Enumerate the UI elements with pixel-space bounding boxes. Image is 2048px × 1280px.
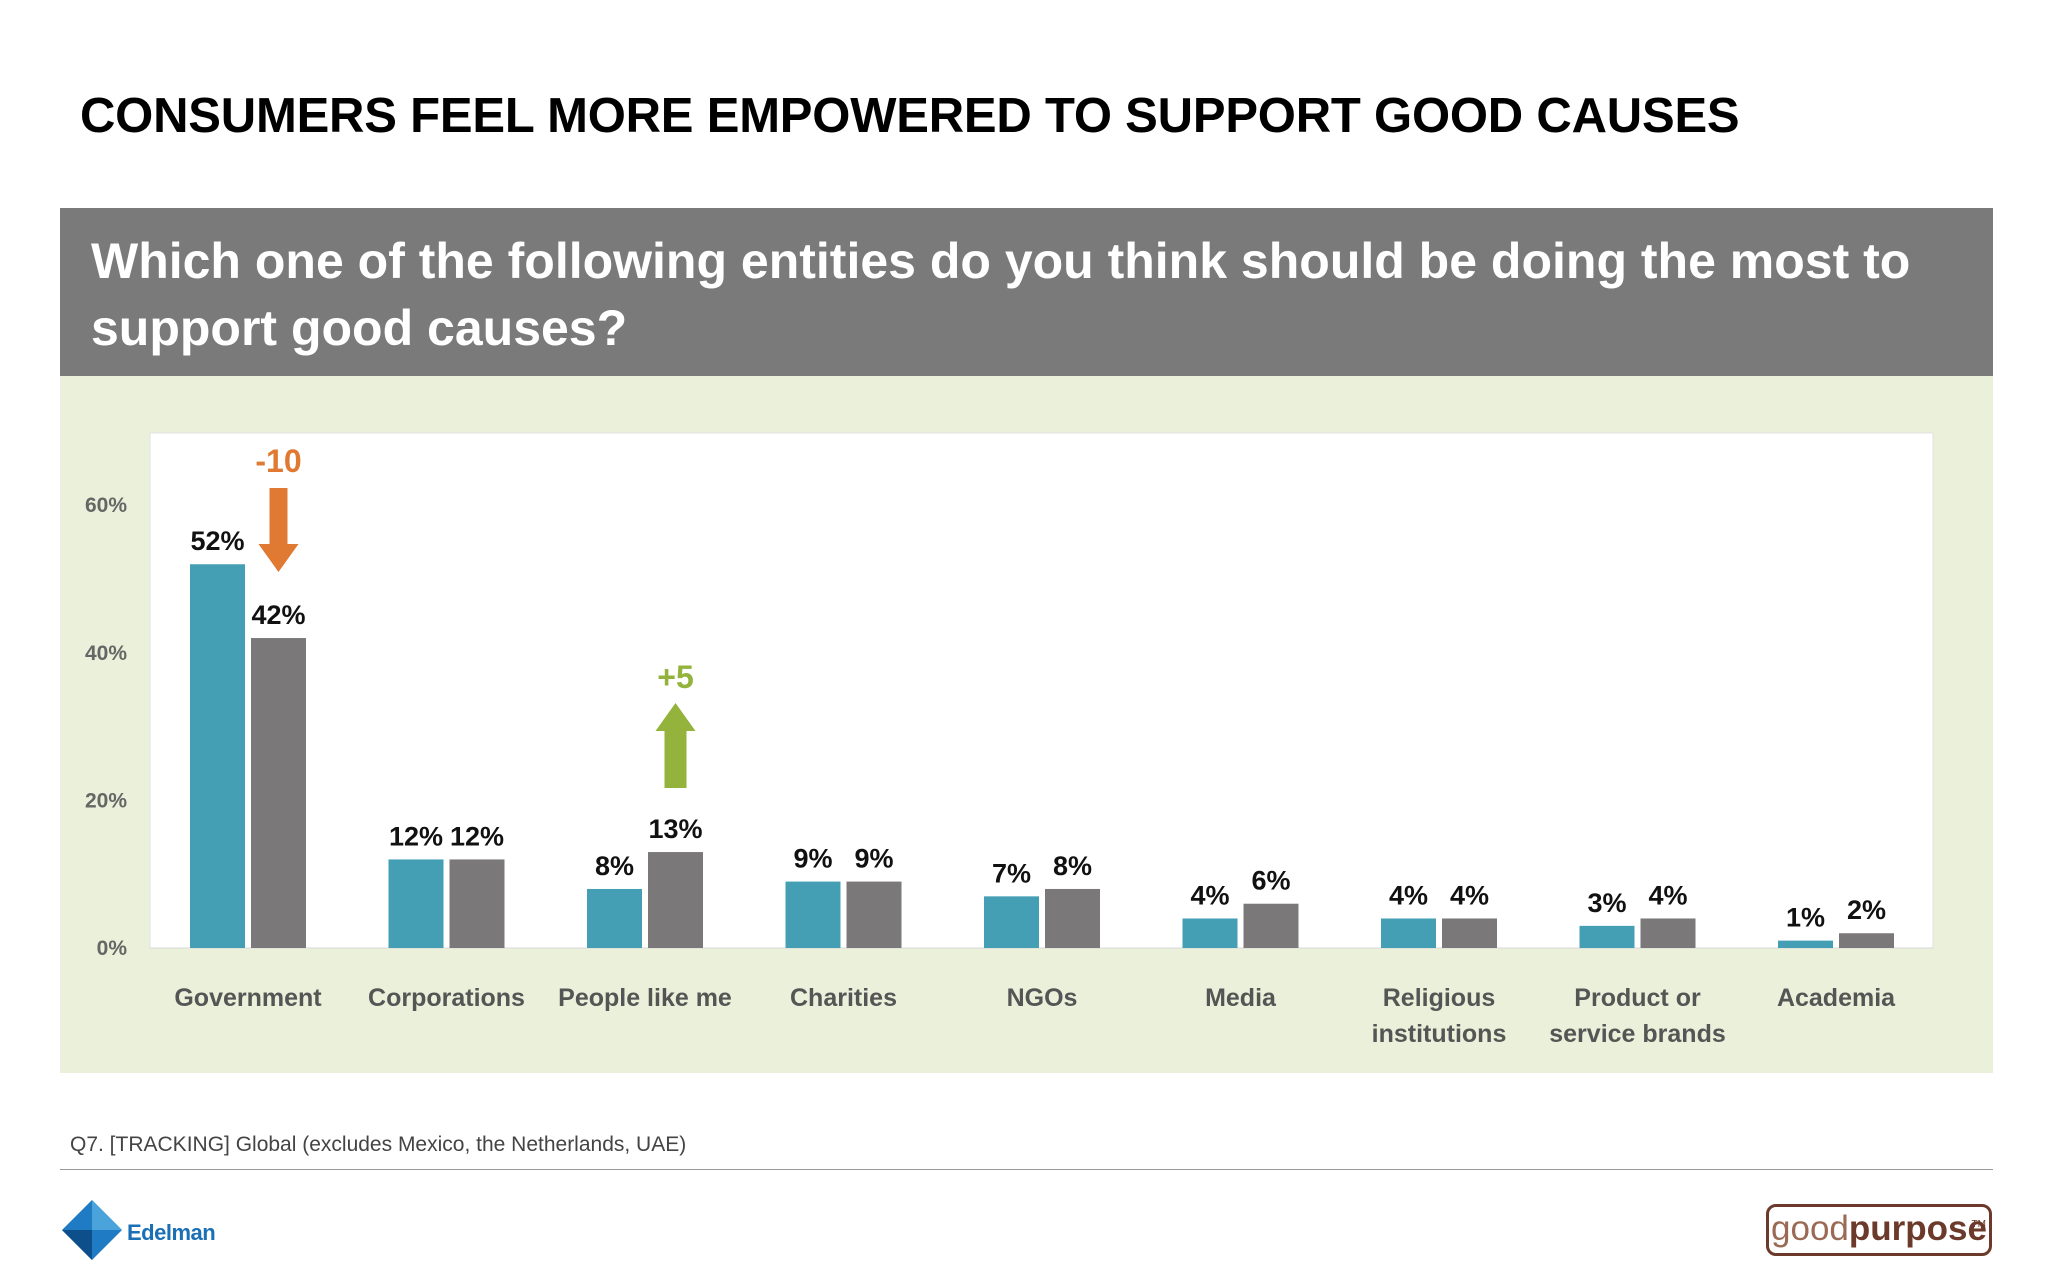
up-arrow-icon bbox=[655, 703, 696, 788]
down-arrow-icon bbox=[258, 488, 299, 572]
data-label: 52% bbox=[190, 526, 244, 556]
edelman-wordmark: Edelman bbox=[127, 1220, 216, 1245]
data-label: 4% bbox=[1190, 880, 1229, 910]
bar bbox=[1381, 918, 1436, 948]
y-tick-label: 20% bbox=[85, 789, 127, 812]
category-label: Academia bbox=[1777, 984, 1896, 1012]
change-annotation-label: +5 bbox=[657, 659, 693, 695]
data-label: 13% bbox=[648, 814, 702, 844]
bar bbox=[1778, 940, 1833, 948]
bar bbox=[984, 896, 1039, 948]
bar bbox=[1182, 918, 1238, 948]
slide-title: CONSUMERS FEEL MORE EMPOWERED TO SUPPORT… bbox=[80, 89, 1740, 143]
bar bbox=[587, 888, 642, 948]
category-label: Media bbox=[1205, 984, 1277, 1012]
category-label: service brands bbox=[1549, 1020, 1726, 1048]
data-label: 4% bbox=[1389, 880, 1428, 910]
data-label: 9% bbox=[793, 844, 832, 874]
data-label: 12% bbox=[389, 821, 443, 851]
category-label: NGOs bbox=[1007, 984, 1078, 1012]
chart-panel: 0% 20% 40% 60% 52% 42% Government 12% 12% Corpora… bbox=[60, 376, 1993, 1073]
data-label: 8% bbox=[1053, 851, 1092, 881]
bar bbox=[388, 859, 444, 948]
category-label: Corporations bbox=[368, 984, 525, 1012]
data-label: 7% bbox=[992, 858, 1031, 888]
data-label: 42% bbox=[251, 600, 305, 630]
bar bbox=[190, 564, 245, 948]
category-label: Religious bbox=[1383, 984, 1496, 1012]
category-label: Government bbox=[174, 984, 322, 1012]
bar bbox=[1045, 888, 1100, 948]
category-label: Product or bbox=[1574, 984, 1701, 1012]
bar bbox=[449, 859, 505, 948]
category-label: People like me bbox=[558, 984, 732, 1012]
bar bbox=[846, 881, 902, 948]
change-annotation-label: -10 bbox=[255, 443, 301, 479]
bar bbox=[1839, 933, 1894, 948]
bar bbox=[1442, 918, 1497, 948]
bar bbox=[1640, 918, 1696, 948]
bar bbox=[785, 881, 841, 948]
bar bbox=[251, 638, 306, 948]
plot-area bbox=[149, 432, 1934, 949]
source-note: Q7. [TRACKING] Global (excludes Mexico, … bbox=[70, 1133, 687, 1156]
y-tick-label: 0% bbox=[97, 937, 128, 960]
question-banner: Which one of the following entities do y… bbox=[60, 208, 1993, 376]
bar-chart: 0% 20% 40% 60% 52% 42% Government 12% 12% Corpora… bbox=[85, 432, 1934, 1048]
edelman-logo-icon bbox=[62, 1200, 122, 1260]
goodpurpose-logo-good: good bbox=[1771, 1209, 1849, 1248]
data-label: 6% bbox=[1251, 866, 1290, 896]
data-label: 4% bbox=[1648, 880, 1687, 910]
data-label: 9% bbox=[854, 844, 893, 874]
data-label: 3% bbox=[1587, 888, 1626, 918]
data-label: 1% bbox=[1786, 903, 1825, 933]
bar bbox=[1579, 925, 1635, 948]
bar bbox=[648, 852, 703, 948]
goodpurpose-logo: goodpurpose TM bbox=[1766, 1204, 1992, 1256]
y-tick-label: 60% bbox=[85, 494, 127, 517]
goodpurpose-logo-purpose: purpose bbox=[1848, 1209, 1987, 1248]
data-label: 2% bbox=[1847, 895, 1886, 925]
goodpurpose-logo-tm: TM bbox=[1971, 1219, 1986, 1230]
bar bbox=[1243, 903, 1299, 948]
category-label: Charities bbox=[790, 984, 897, 1012]
question-text: Which one of the following entities do y… bbox=[91, 233, 1911, 356]
category-label: institutions bbox=[1372, 1020, 1507, 1048]
data-label: 12% bbox=[450, 821, 504, 851]
data-label: 4% bbox=[1450, 880, 1489, 910]
footer-divider bbox=[60, 1169, 1993, 1170]
data-label: 8% bbox=[595, 851, 634, 881]
y-tick-label: 40% bbox=[85, 642, 127, 665]
